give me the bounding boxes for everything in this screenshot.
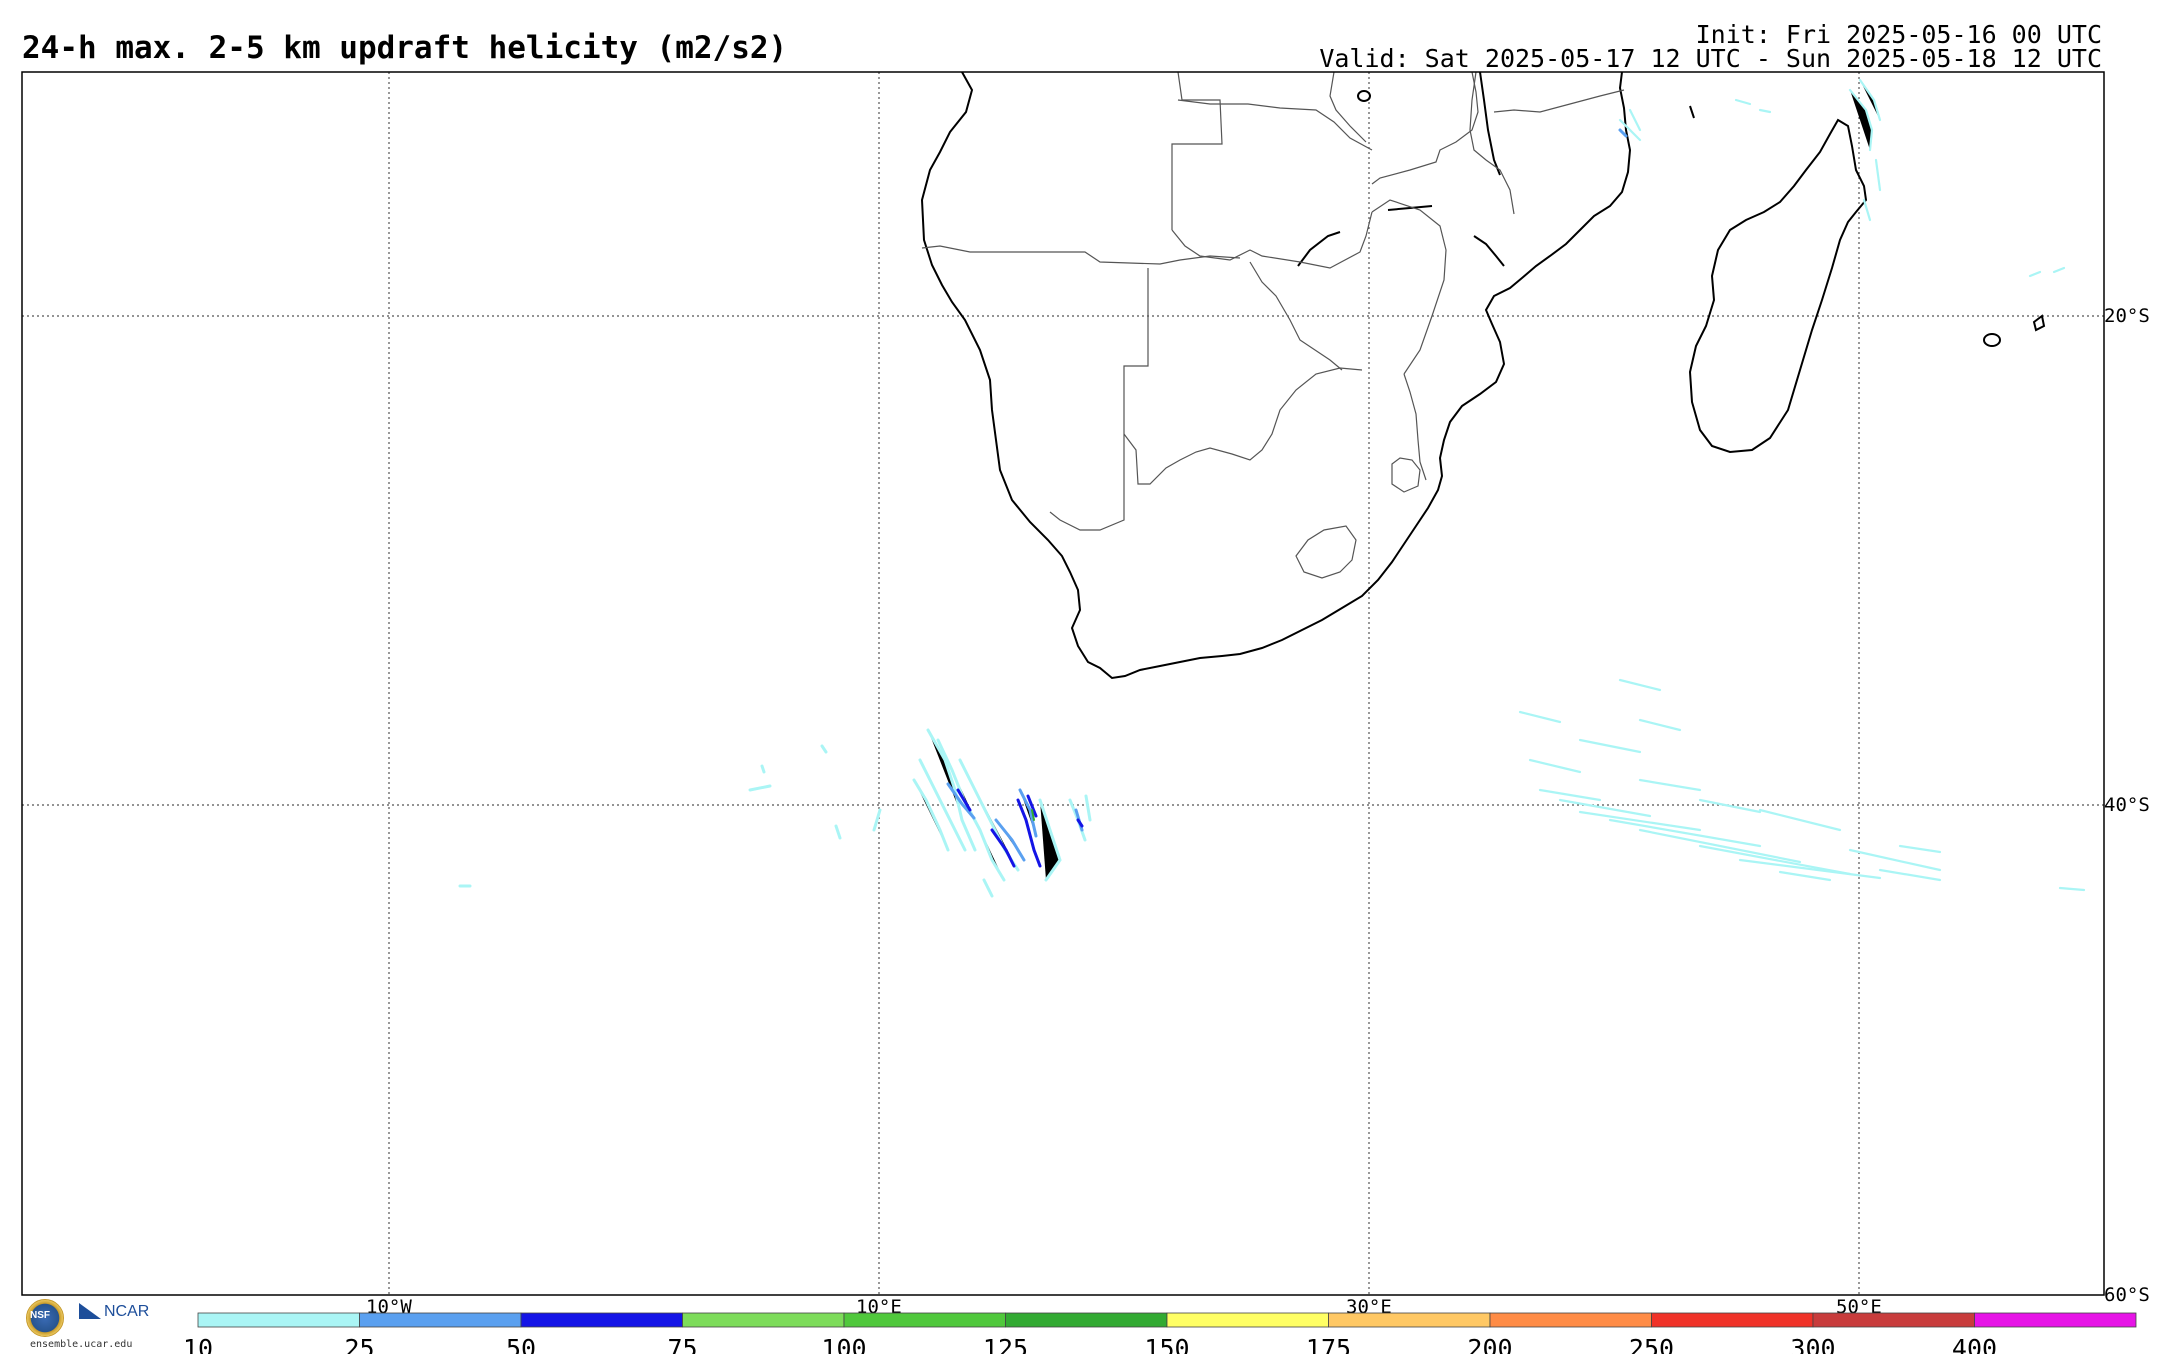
colorbar-swatch bbox=[1489, 1312, 1652, 1328]
colorbar-tick-label: 75 bbox=[667, 1334, 697, 1354]
map-title: 24-h max. 2-5 km updraft helicity (m2/s2… bbox=[22, 30, 788, 66]
border-drc-zambia-west bbox=[1177, 99, 1373, 151]
map-frame bbox=[21, 71, 2105, 1296]
init-time: Init: Fri 2025-05-16 00 UTC bbox=[1695, 20, 2102, 49]
lon-label-30e: 30°E bbox=[1346, 1296, 1392, 1318]
border-angola-namibia bbox=[921, 245, 1241, 265]
colorbar-tick-label: 250 bbox=[1629, 1334, 1674, 1354]
colorbar-tick-label: 100 bbox=[821, 1334, 866, 1354]
colorbar-swatch bbox=[1005, 1312, 1168, 1328]
colorbar-swatch bbox=[197, 1312, 360, 1328]
colorbar-tick-label: 25 bbox=[344, 1334, 374, 1354]
colorbar: 10 25 50 75 100 125 150 175 200 250 300 400 bbox=[183, 1312, 2137, 1354]
colorbar-swatch bbox=[1812, 1312, 1975, 1328]
valid-time: Valid: Sat 2025-05-17 12 UTC - Sun 2025-… bbox=[1319, 44, 2102, 73]
lake-rukwa-shore bbox=[1473, 235, 1505, 267]
axis-labels: 10°W 10°E 30°E 50°E 20°S 40°S 60°S bbox=[366, 305, 2150, 1318]
border-botswana-zimbabwe bbox=[1249, 261, 1343, 371]
border-zambia bbox=[1171, 211, 1373, 269]
ncar-label: NCAR bbox=[104, 1303, 150, 1320]
lake-island bbox=[1689, 105, 1695, 119]
lake-kariba bbox=[1297, 231, 1341, 267]
colorbar-swatch bbox=[843, 1312, 1006, 1328]
colorbar-tick-label: 150 bbox=[1144, 1334, 1189, 1354]
lat-label-40s: 40°S bbox=[2104, 794, 2150, 816]
colorbar-tick-label: 175 bbox=[1306, 1334, 1351, 1354]
border-zimbabwe-mozambique bbox=[1371, 199, 1447, 375]
border-eswatini bbox=[1391, 457, 1421, 493]
swath-cluster-atlantic bbox=[458, 728, 1092, 898]
graticule bbox=[22, 72, 2104, 1295]
colorbar-swatch bbox=[520, 1312, 683, 1328]
colorbar-swatch bbox=[1166, 1312, 1329, 1328]
colorbar-tick-label: 125 bbox=[983, 1334, 1028, 1354]
border-namibia-botswana bbox=[1049, 268, 1149, 531]
lake-mweru bbox=[1357, 90, 1372, 102]
lake-malawi bbox=[1479, 71, 1501, 176]
colorbar-tick-label: 300 bbox=[1790, 1334, 1835, 1354]
africa-coastline bbox=[920, 71, 1632, 680]
colorbar-swatch bbox=[1328, 1312, 1491, 1328]
lake-cahora bbox=[1387, 205, 1433, 211]
colorbar-tick-label: 50 bbox=[506, 1334, 536, 1354]
border-lesotho bbox=[1295, 525, 1357, 579]
lon-label-50e: 50°E bbox=[1836, 1296, 1882, 1318]
country-borders bbox=[921, 71, 1625, 579]
coastlines bbox=[920, 71, 2046, 680]
lon-label-10e: 10°E bbox=[856, 1296, 902, 1318]
lon-label-10w: 10°W bbox=[366, 1296, 412, 1318]
colorbar-swatch bbox=[1974, 1312, 2137, 1328]
colorbar-swatch bbox=[359, 1312, 522, 1328]
mauritius-island bbox=[2032, 314, 2046, 332]
site-url: ensemble.ucar.edu bbox=[30, 1339, 133, 1350]
border-mozambique-sa bbox=[1403, 373, 1427, 481]
lat-label-60s: 60°S bbox=[2104, 1284, 2150, 1306]
helicity-swaths bbox=[458, 78, 2086, 898]
colorbar-swatch bbox=[682, 1312, 845, 1328]
colorbar-swatch bbox=[1651, 1312, 1814, 1328]
swath-cluster-indian-ocean bbox=[1518, 78, 2086, 892]
nsf-seal-label: NSF bbox=[30, 1310, 50, 1321]
border-botswana-sa bbox=[1123, 367, 1363, 485]
border-angola-north bbox=[1171, 71, 1223, 230]
nsf-seal-icon bbox=[26, 1299, 64, 1337]
lat-label-20s: 20°S bbox=[2104, 305, 2150, 327]
border-tanzania-mozambique bbox=[1493, 89, 1625, 113]
colorbar-tick-label: 400 bbox=[1952, 1334, 1997, 1354]
ncar-mark-icon bbox=[79, 1303, 101, 1319]
colorbar-tick-label: 10 bbox=[183, 1334, 213, 1354]
swath-blue-mozambique bbox=[1618, 128, 1628, 138]
ncar-logo: NSF NCAR ensemble.ucar.edu bbox=[22, 1295, 162, 1350]
madagascar-coastline bbox=[1688, 118, 1868, 454]
border-malawi bbox=[1469, 71, 1515, 215]
reunion-island bbox=[1983, 333, 2002, 347]
colorbar-tick-label: 200 bbox=[1467, 1334, 1512, 1354]
border-drc-east bbox=[1329, 71, 1367, 143]
border-zambia-drc bbox=[1371, 71, 1479, 185]
